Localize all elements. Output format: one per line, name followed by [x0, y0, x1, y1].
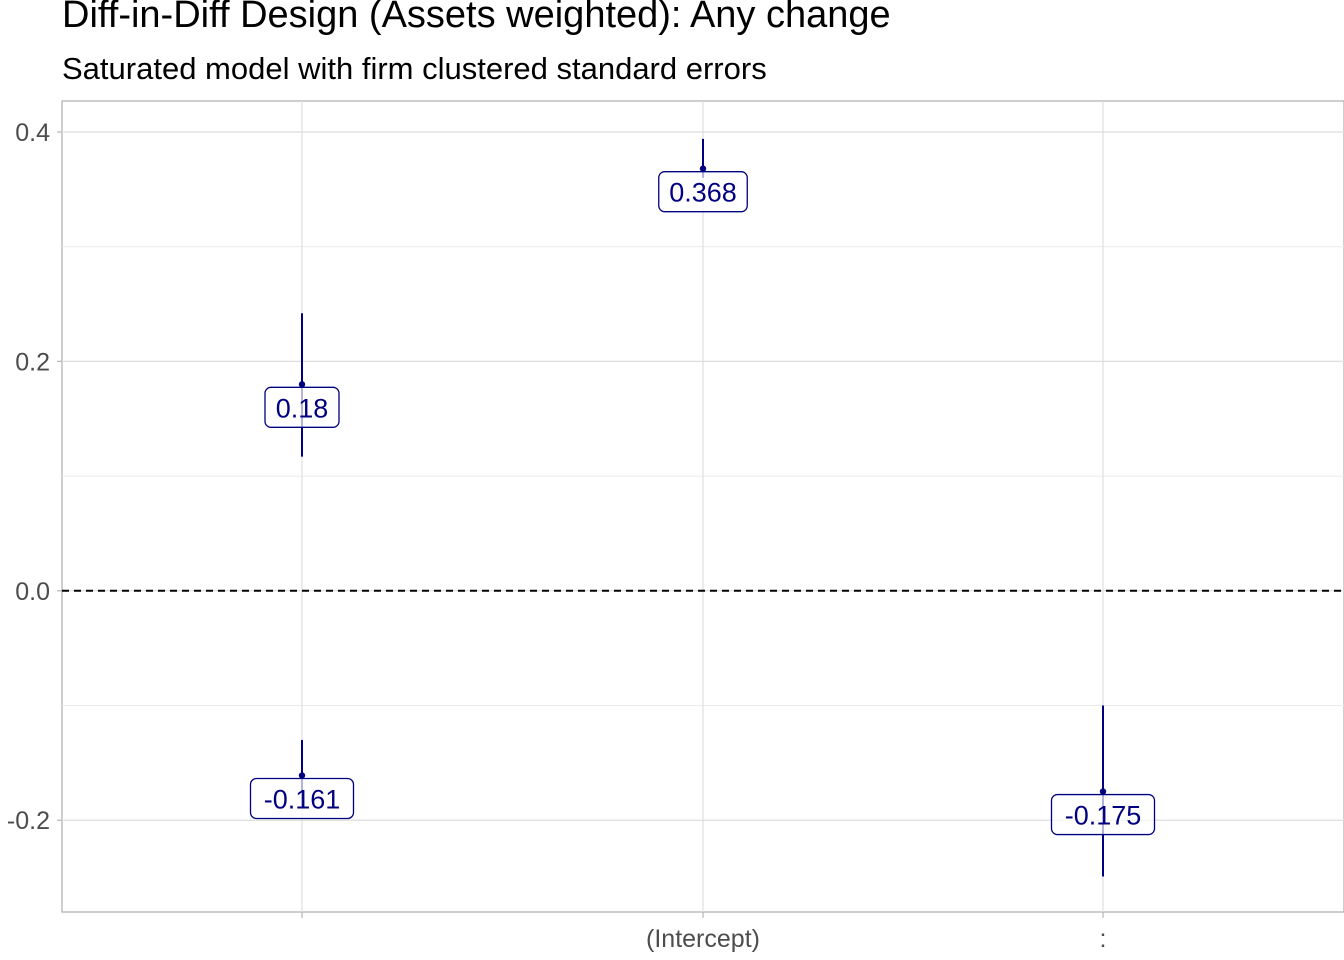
estimate-point: [699, 165, 707, 172]
data-label: -0.161: [264, 784, 341, 814]
estimate-point: [1099, 788, 1107, 795]
estimate-point: [298, 772, 306, 779]
data-label: -0.175: [1065, 801, 1142, 831]
data-label-box: [264, 386, 340, 428]
chart-title: Diff-in-Diff Design (Assets weighted): A…: [62, 0, 891, 36]
data-label-box: [658, 171, 748, 213]
y-axis: -0.2 0.0 0.2 0.4: [7, 119, 62, 835]
data-label-box: [1050, 793, 1156, 836]
data-label: 0.18: [276, 393, 329, 423]
y-tick-label: 0.4: [15, 119, 50, 147]
data-labels: 0.18 -0.161 0.368 -0.175: [249, 171, 1156, 836]
data-label-box: [249, 777, 355, 820]
chart-subtitle: Saturated model with firm clustered stan…: [62, 51, 767, 86]
y-tick-label: -0.2: [7, 807, 50, 835]
y-tick-label: 0.0: [15, 578, 50, 606]
x-tick-label: (Intercept): [646, 925, 760, 953]
data-label: 0.368: [669, 178, 737, 208]
x-axis: (Intercept):: [301, 912, 1107, 953]
y-tick-label: 0.2: [15, 348, 50, 376]
x-tick-label: :: [1100, 925, 1107, 953]
estimate-point: [298, 381, 306, 388]
